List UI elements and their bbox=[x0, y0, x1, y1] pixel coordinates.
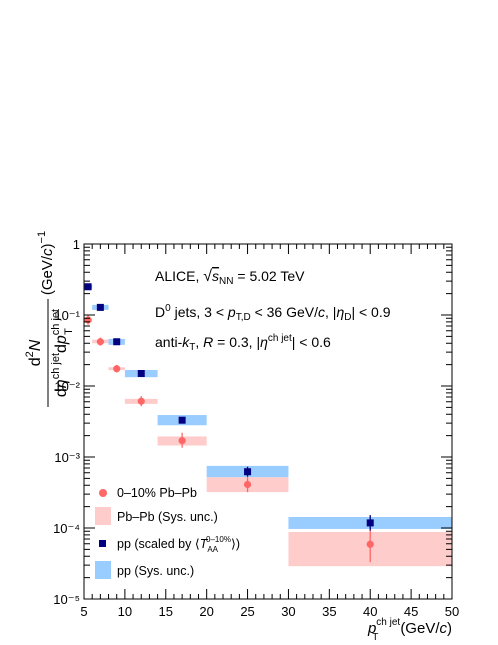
x-tick-label: 40 bbox=[363, 604, 377, 619]
point-pbpb-3 bbox=[137, 397, 145, 405]
x-tick-label: 45 bbox=[404, 604, 418, 619]
point-pbpb-1 bbox=[96, 338, 104, 346]
point-pp-0 bbox=[84, 283, 92, 291]
point-pbpb-5 bbox=[243, 480, 252, 489]
point-pp-1 bbox=[96, 303, 104, 311]
legend-label-pbpb-sys: Pb–Pb (Sys. unc.) bbox=[117, 510, 218, 524]
point-pbpb-0 bbox=[84, 316, 92, 324]
y-tick-label: 10⁻⁴ bbox=[53, 521, 80, 536]
x-tick-label: 20 bbox=[199, 604, 213, 619]
legend-entry-pp-sys: pp (Sys. unc.) bbox=[95, 561, 194, 579]
legend-entry-pp: pp (scaled by ⟨TAA0–10%⟩) bbox=[99, 535, 240, 554]
svg-text:(GeV/c)−1: (GeV/c)−1 bbox=[36, 231, 56, 295]
legend-label-pp: pp (scaled by ⟨TAA0–10%⟩) bbox=[117, 535, 240, 554]
legend-marker-pp bbox=[99, 540, 106, 547]
y-tick-label: 10⁻² bbox=[54, 379, 80, 394]
point-pbpb-2 bbox=[113, 365, 121, 373]
x-tick-label: 50 bbox=[445, 604, 459, 619]
point-pp-5 bbox=[244, 468, 252, 476]
x-axis-title: pch jet T(GeV/c) bbox=[367, 617, 452, 643]
svg-text:d2N: d2N bbox=[24, 339, 44, 366]
data-markers bbox=[84, 283, 374, 548]
point-pbpb-4 bbox=[178, 437, 186, 445]
y-tick-label: 1 bbox=[73, 237, 80, 252]
annotation-d0-jets: D0 jets, 3 < pT,D < 36 GeV/c, |ηD| < 0.9 bbox=[155, 303, 391, 323]
annotation-alice: ALICE, √sNN = 5.02 TeV bbox=[155, 268, 305, 287]
axis-ticks: 5 10 15 20 25 30 35 40 45 50 10⁻⁵ 10⁻⁴ 10⁻³ 10⁻² 10⁻¹ 1 bbox=[53, 237, 459, 619]
legend: 0–10% Pb–Pb Pb–Pb (Sys. unc.) pp (scaled… bbox=[95, 486, 240, 579]
x-tick-label: 10 bbox=[118, 604, 132, 619]
legend-label-pbpb: 0–10% Pb–Pb bbox=[117, 486, 197, 500]
legend-marker-pbpb bbox=[99, 489, 107, 497]
x-tick-label: 30 bbox=[281, 604, 295, 619]
legend-label-pp-sys: pp (Sys. unc.) bbox=[117, 564, 194, 578]
x-tick-label: 15 bbox=[159, 604, 173, 619]
plot-frame bbox=[83, 243, 453, 600]
legend-box-pbpb-sys bbox=[95, 507, 111, 525]
point-pp-6 bbox=[366, 519, 374, 527]
y-tick-label: 10⁻⁵ bbox=[53, 592, 80, 607]
point-pp-2 bbox=[113, 338, 121, 346]
legend-entry-pbpb-sys: Pb–Pb (Sys. unc.) bbox=[95, 507, 218, 525]
y-tick-label: 10⁻³ bbox=[54, 450, 80, 465]
x-tick-label: 35 bbox=[322, 604, 336, 619]
legend-box-pp-sys bbox=[95, 561, 111, 579]
point-pp-4 bbox=[178, 416, 186, 424]
x-tick-label: 25 bbox=[240, 604, 254, 619]
point-pp-3 bbox=[137, 369, 145, 377]
legend-entry-pbpb: 0–10% Pb–Pb bbox=[99, 486, 197, 500]
point-pbpb-6 bbox=[366, 540, 374, 548]
x-tick-label: 5 bbox=[80, 604, 87, 619]
y-tick-label: 10⁻¹ bbox=[54, 308, 80, 323]
annotation-anti-kt: anti-kT, R = 0.3, |ηch jet| < 0.6 bbox=[155, 333, 331, 353]
